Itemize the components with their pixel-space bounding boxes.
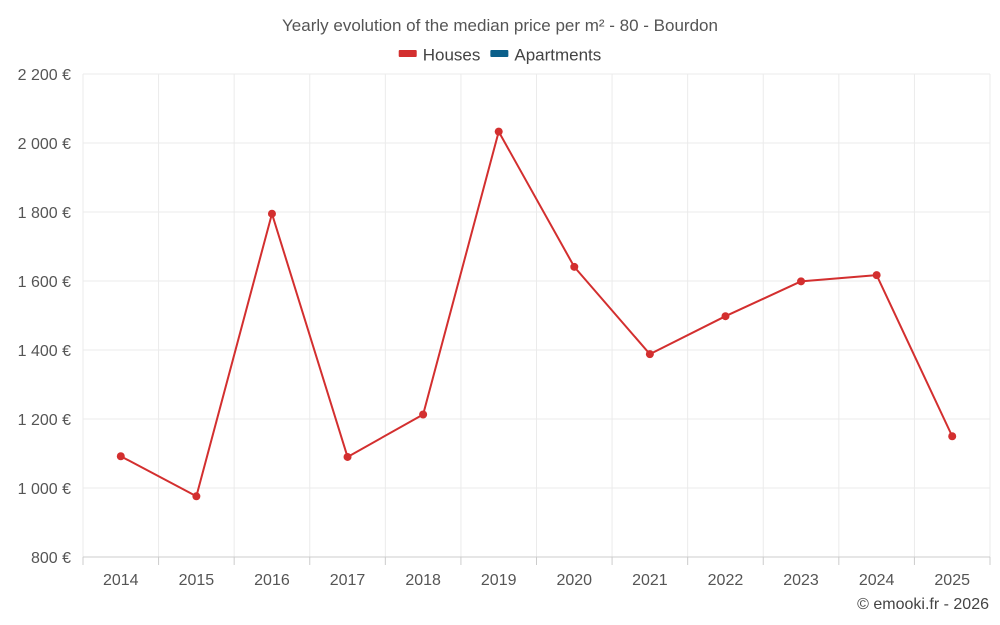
legend-swatch <box>398 50 417 57</box>
legend-label: Houses <box>423 45 481 64</box>
legend-item-apartments[interactable]: Apartments <box>490 45 601 64</box>
series-line-houses <box>120 130 954 498</box>
y-tick-label: 800 € <box>31 550 71 567</box>
chart-title: Yearly evolution of the median price per… <box>282 16 718 35</box>
x-tick-label: 2025 <box>934 572 970 589</box>
y-tick-label: 2 000 € <box>18 136 71 153</box>
data-point-houses[interactable] <box>948 432 957 441</box>
x-tick-label: 2019 <box>481 572 517 589</box>
x-tick-label: 2016 <box>254 572 290 589</box>
data-point-houses[interactable] <box>797 277 806 286</box>
axes: 800 € 1 000 € 1 200 € 1 400 € 1 600 € 1 800 €… <box>18 67 991 589</box>
x-tick-label: 2017 <box>330 572 366 589</box>
data-point-houses[interactable] <box>721 312 730 321</box>
x-tick-label: 2015 <box>179 572 215 589</box>
legend-label: Apartments <box>514 45 601 64</box>
data-point-houses[interactable] <box>116 452 125 461</box>
legend: Houses Apartments <box>398 45 601 64</box>
data-point-houses[interactable] <box>343 452 352 461</box>
y-tick-label: 1 600 € <box>18 274 71 291</box>
x-tick-label: 2014 <box>103 572 139 589</box>
legend-item-houses[interactable]: Houses <box>398 45 481 64</box>
x-tick-label: 2020 <box>556 572 592 589</box>
data-point-houses[interactable] <box>267 209 276 218</box>
x-tick-label: 2022 <box>708 572 744 589</box>
data-point-houses[interactable] <box>192 492 201 501</box>
x-tick-label: 2021 <box>632 572 668 589</box>
data-point-houses[interactable] <box>872 271 881 280</box>
data-point-houses[interactable] <box>570 262 579 271</box>
x-tick-label: 2023 <box>783 572 819 589</box>
y-tick-label: 1 800 € <box>18 205 71 222</box>
legend-swatch <box>490 50 509 57</box>
y-tick-label: 1 200 € <box>18 412 71 429</box>
data-point-houses[interactable] <box>419 410 428 419</box>
y-tick-label: 2 200 € <box>18 67 71 84</box>
data-point-houses[interactable] <box>494 127 503 136</box>
series-layer <box>116 127 957 501</box>
x-tick-label: 2024 <box>859 572 895 589</box>
x-tick-label: 2018 <box>405 572 441 589</box>
y-tick-label: 1 400 € <box>18 343 71 360</box>
copyright-credit: © emooki.fr - 2026 <box>857 596 989 613</box>
y-tick-label: 1 000 € <box>18 481 71 498</box>
data-point-houses[interactable] <box>645 350 654 359</box>
grid <box>82 73 991 557</box>
